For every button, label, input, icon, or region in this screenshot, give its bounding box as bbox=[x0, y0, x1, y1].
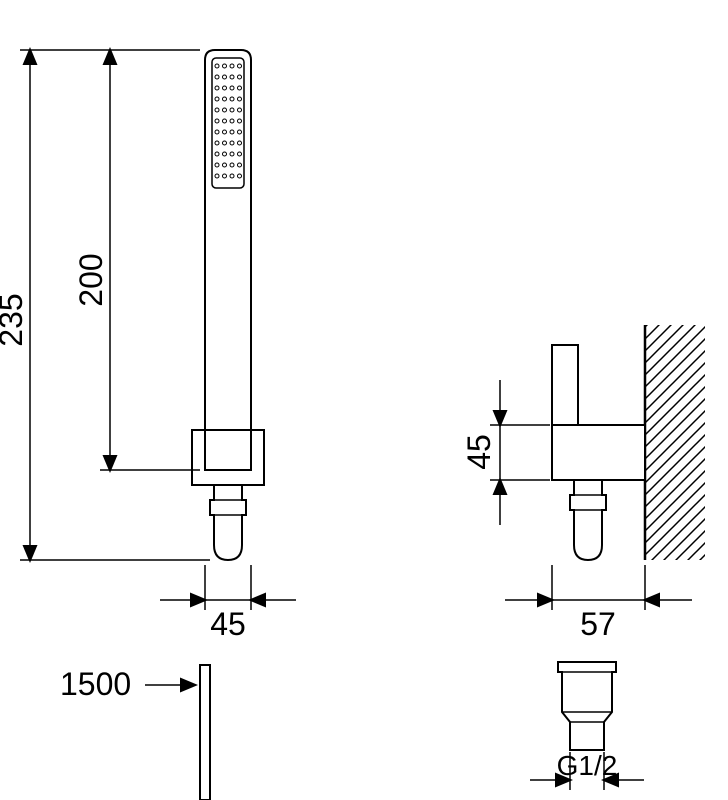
left-view bbox=[192, 50, 264, 560]
dim-g12: G1/2 bbox=[530, 750, 644, 790]
spray-dots bbox=[215, 64, 242, 178]
hose: 1500 bbox=[60, 665, 210, 800]
dim-45-left-label: 45 bbox=[210, 606, 246, 642]
dim-57: 57 bbox=[505, 565, 692, 642]
right-view bbox=[552, 325, 705, 560]
dim-57-label: 57 bbox=[580, 606, 616, 642]
dim-200-label: 200 bbox=[73, 253, 109, 306]
dim-45-right-label: 45 bbox=[461, 434, 497, 470]
technical-drawing: 235 200 45 1500 bbox=[0, 0, 728, 800]
hose-label: 1500 bbox=[60, 666, 131, 702]
dim-45-right: 45 bbox=[461, 380, 550, 525]
dim-235-label: 235 bbox=[0, 293, 29, 346]
dim-g12-label: G1/2 bbox=[557, 750, 618, 781]
dim-45-left: 45 bbox=[160, 565, 296, 642]
connector bbox=[558, 662, 616, 750]
dim-200: 200 bbox=[73, 50, 200, 470]
